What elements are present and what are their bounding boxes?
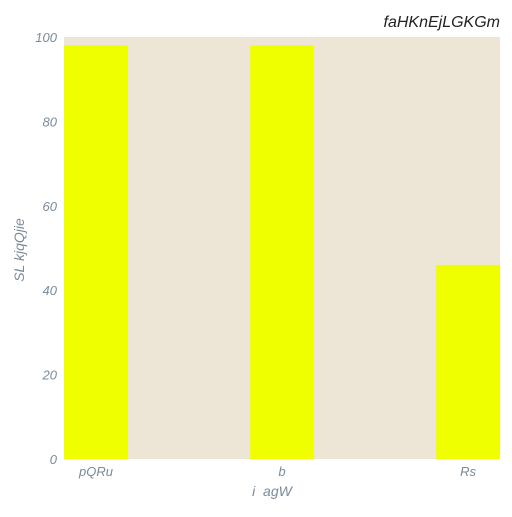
y-tick-labels: 0 20 40 60 80 100 bbox=[35, 30, 57, 467]
bars-group bbox=[64, 45, 500, 459]
y-tick-label: 40 bbox=[43, 283, 58, 298]
x-axis-label: i agW bbox=[252, 483, 293, 499]
y-tick-label: 20 bbox=[42, 368, 58, 383]
y-tick-label: 0 bbox=[50, 452, 58, 467]
y-tick-label: 60 bbox=[43, 199, 58, 214]
x-tick-label: Rs bbox=[460, 464, 476, 479]
bar-pQRu bbox=[64, 45, 128, 459]
y-tick-label: 100 bbox=[35, 30, 57, 45]
y-axis-label: SL kjqQjie bbox=[11, 218, 27, 282]
y-tick-label: 80 bbox=[43, 114, 58, 129]
x-tick-labels: pQRu b Rs bbox=[78, 464, 476, 479]
bar-b bbox=[250, 45, 314, 459]
x-tick-label: b bbox=[278, 464, 285, 479]
x-tick-label: pQRu bbox=[78, 464, 113, 479]
chart-title: faHKnEjLGKGm bbox=[384, 14, 500, 31]
bar-Rs bbox=[436, 264, 500, 459]
